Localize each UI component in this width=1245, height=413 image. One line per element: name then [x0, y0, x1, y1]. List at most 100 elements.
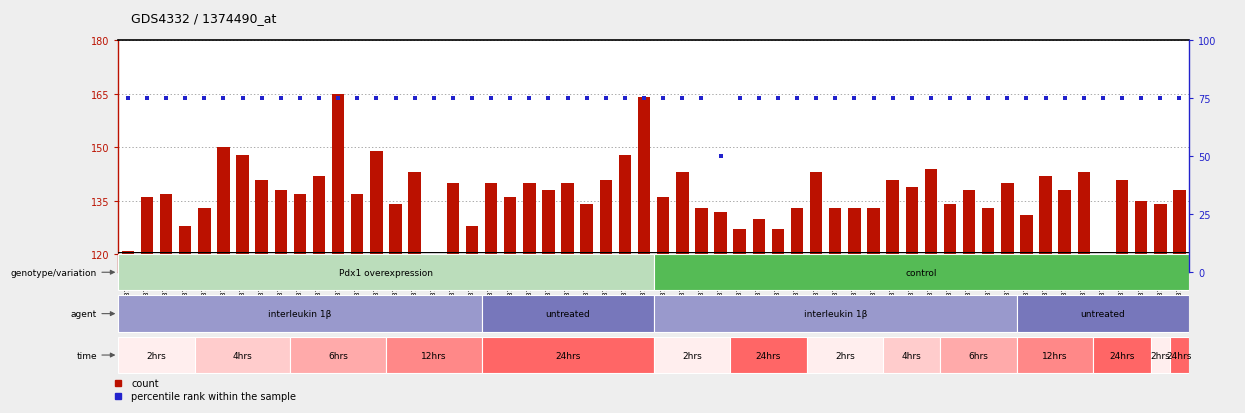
Bar [561, 184, 574, 413]
Bar [482, 337, 654, 373]
Text: percentile rank within the sample: percentile rank within the sample [131, 391, 296, 401]
Bar [883, 337, 940, 373]
Bar [619, 155, 631, 413]
Text: 24hrs: 24hrs [1109, 351, 1134, 360]
Bar [868, 209, 880, 413]
Text: interleukin 1β: interleukin 1β [803, 309, 867, 318]
Bar [657, 198, 670, 413]
Bar [1001, 184, 1013, 413]
Bar [255, 180, 268, 413]
Bar [695, 209, 707, 413]
Bar [810, 173, 823, 413]
Bar [118, 337, 194, 373]
Text: 12hrs: 12hrs [1042, 351, 1068, 360]
Bar [807, 337, 883, 373]
Bar [332, 95, 345, 413]
Bar [118, 254, 654, 291]
Bar [122, 251, 134, 413]
Bar [1173, 191, 1185, 413]
Bar [940, 337, 1017, 373]
Bar [1093, 337, 1150, 373]
Bar [962, 191, 975, 413]
Bar [466, 226, 478, 413]
Bar [312, 176, 325, 413]
Bar [637, 98, 650, 413]
Text: GDS4332 / 1374490_at: GDS4332 / 1374490_at [131, 12, 276, 25]
Text: 2hrs: 2hrs [835, 351, 855, 360]
Bar [654, 254, 1189, 291]
Bar [390, 205, 402, 413]
Text: untreated: untreated [1081, 309, 1125, 318]
Bar [791, 209, 803, 413]
Bar [982, 209, 995, 413]
Bar [1020, 216, 1032, 413]
Text: control: control [905, 268, 937, 277]
Bar [654, 296, 1017, 332]
Bar [543, 191, 555, 413]
Bar [580, 205, 593, 413]
Bar [427, 266, 439, 413]
Bar [217, 148, 229, 413]
Bar [886, 180, 899, 413]
Text: 24hrs: 24hrs [1167, 351, 1193, 360]
Bar [370, 152, 382, 413]
Bar [523, 184, 535, 413]
Text: 4hrs: 4hrs [901, 351, 921, 360]
Text: 2hrs: 2hrs [682, 351, 702, 360]
Bar [848, 209, 860, 413]
Bar [829, 209, 842, 413]
Bar [1017, 337, 1093, 373]
Bar [159, 194, 172, 413]
Bar [733, 230, 746, 413]
Bar [484, 184, 497, 413]
Text: 2hrs: 2hrs [147, 351, 167, 360]
Bar [1150, 337, 1170, 373]
Bar [141, 198, 153, 413]
Text: genotype/variation: genotype/variation [11, 268, 97, 277]
Bar [1170, 337, 1189, 373]
Bar [275, 191, 288, 413]
Text: Pdx1 overexpression: Pdx1 overexpression [339, 268, 433, 277]
Text: 24hrs: 24hrs [555, 351, 580, 360]
Bar [1116, 180, 1128, 413]
Bar [1040, 176, 1052, 413]
Bar [1078, 173, 1091, 413]
Bar [351, 194, 364, 413]
Bar [1097, 259, 1109, 413]
Bar [447, 184, 459, 413]
Bar [194, 337, 290, 373]
Bar [198, 209, 210, 413]
Text: 2hrs: 2hrs [1150, 351, 1170, 360]
Text: count: count [131, 378, 159, 388]
Bar [944, 205, 956, 413]
Bar [237, 155, 249, 413]
Text: time: time [77, 351, 97, 360]
Bar [600, 180, 613, 413]
Bar [730, 337, 807, 373]
Bar [290, 337, 386, 373]
Text: 12hrs: 12hrs [421, 351, 447, 360]
Bar [1154, 205, 1167, 413]
Bar [654, 337, 730, 373]
Bar [752, 219, 764, 413]
Bar [676, 173, 688, 413]
Bar [179, 226, 192, 413]
Text: 4hrs: 4hrs [233, 351, 253, 360]
Bar [386, 337, 482, 373]
Bar [482, 296, 654, 332]
Bar [905, 187, 918, 413]
Bar [294, 194, 306, 413]
Bar [1058, 191, 1071, 413]
Text: agent: agent [71, 309, 97, 318]
Bar [504, 198, 517, 413]
Bar [118, 296, 482, 332]
Bar [1135, 202, 1148, 413]
Bar [1017, 296, 1189, 332]
Text: interleukin 1β: interleukin 1β [268, 309, 331, 318]
Bar [408, 173, 421, 413]
Text: 6hrs: 6hrs [969, 351, 989, 360]
Bar [772, 230, 784, 413]
Text: 6hrs: 6hrs [329, 351, 349, 360]
Bar [715, 212, 727, 413]
Text: 24hrs: 24hrs [756, 351, 781, 360]
